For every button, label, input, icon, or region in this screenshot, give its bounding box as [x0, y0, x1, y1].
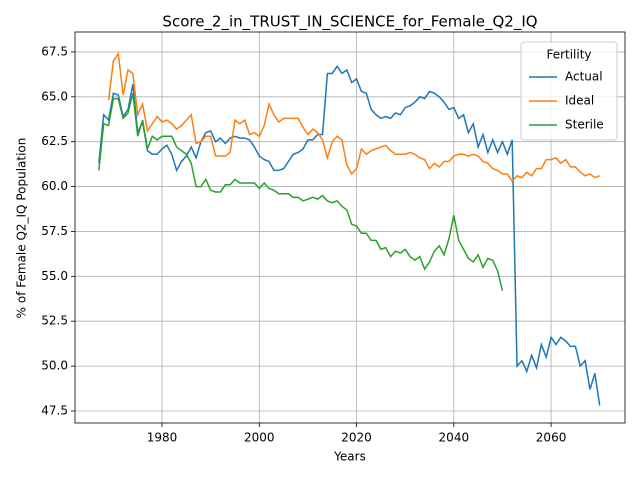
- legend-label: Actual: [565, 70, 603, 84]
- series-line: [98, 93, 504, 291]
- x-axis-label: Years: [333, 450, 366, 464]
- y-tick-label: 60.0: [41, 179, 68, 193]
- plot-frame: [74, 31, 626, 424]
- y-tick-label: 67.5: [41, 44, 68, 58]
- y-axis-label: % of Female Q2_IQ Population: [15, 138, 29, 319]
- y-tick-label: 62.5: [41, 134, 68, 148]
- y-tick-label: 55.0: [41, 269, 68, 283]
- series-line: [107, 51, 600, 183]
- x-tick-label: 1980: [147, 431, 178, 445]
- y-tick-label: 65.0: [41, 89, 68, 103]
- legend-label: Ideal: [565, 94, 594, 108]
- legend-box: [520, 41, 618, 141]
- y-tick-label: 50.0: [41, 359, 68, 373]
- chart-title: Score_2_in_TRUST_IN_SCIENCE_for_Female_Q…: [162, 13, 537, 32]
- series-line: [98, 64, 601, 406]
- y-tick-label: 57.5: [41, 224, 68, 238]
- x-tick-label: 2020: [341, 431, 372, 445]
- y-tick-label: 47.5: [41, 403, 68, 417]
- legend-label: Sterile: [565, 118, 604, 132]
- x-tick-label: 2060: [536, 431, 567, 445]
- x-tick-label: 2000: [244, 431, 275, 445]
- x-tick-label: 2040: [439, 431, 470, 445]
- legend-title: Fertility: [546, 48, 591, 62]
- y-tick-label: 52.5: [41, 314, 68, 328]
